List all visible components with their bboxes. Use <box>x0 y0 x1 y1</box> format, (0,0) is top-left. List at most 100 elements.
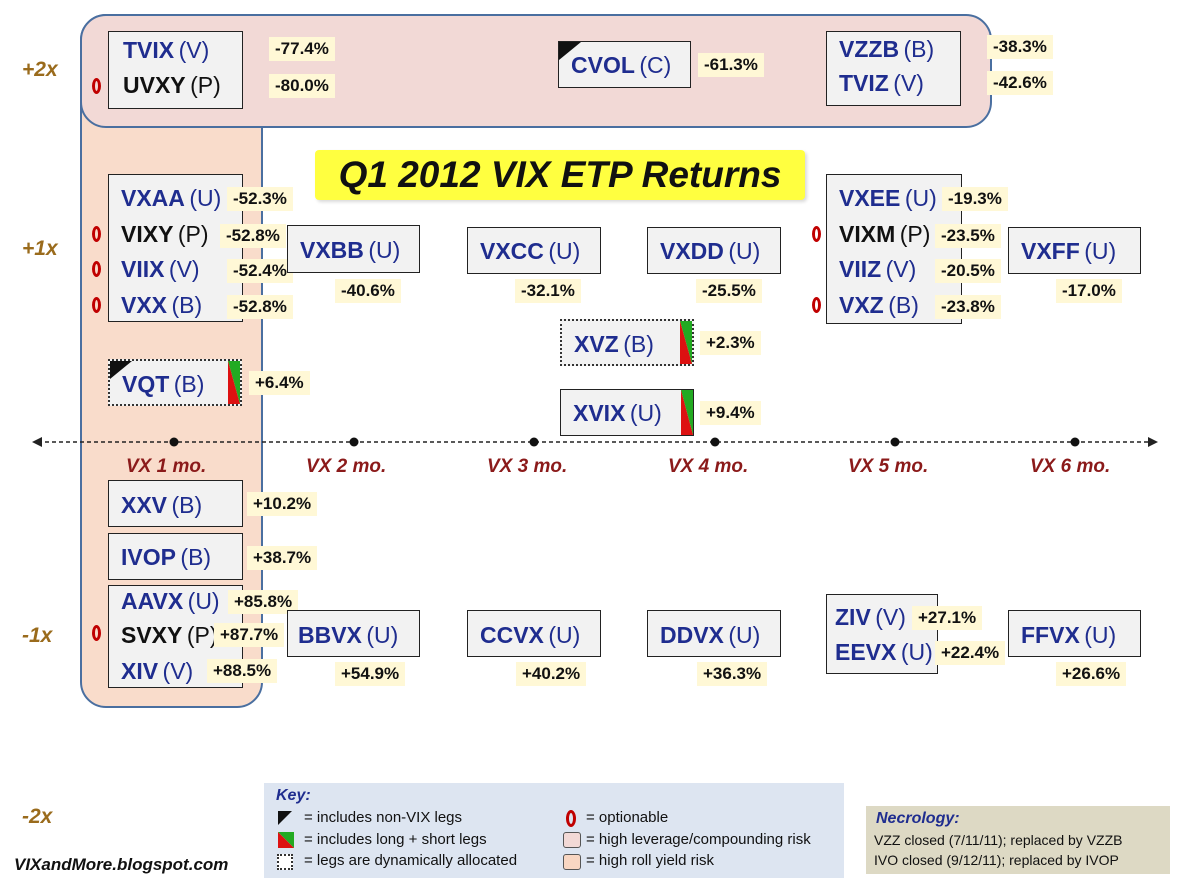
optionable-icon <box>566 810 576 827</box>
product-box-cvol: CVOL (C) <box>558 41 691 88</box>
class-label: (U) <box>1084 622 1117 648</box>
ticker: XXV <box>121 492 168 518</box>
return-value: -52.8% <box>227 295 293 319</box>
long-short-legs-icon <box>278 832 294 848</box>
product-box-xvix: XVIX (U) <box>560 389 694 436</box>
key-optionable-text: = optionable <box>586 809 669 826</box>
return-value: -80.0% <box>269 74 335 98</box>
product-box-vxdd: VXDD (U) <box>647 227 781 274</box>
term-structure-axis <box>32 437 1158 447</box>
product-box-bbvx: BBVX (U) <box>287 610 420 657</box>
class-label: (B) <box>888 292 919 318</box>
ticker: VXFF <box>1021 238 1080 264</box>
axis-tick-dot <box>710 437 720 447</box>
ticker: BBVX <box>298 622 362 648</box>
long-short-legs-icon <box>228 361 240 404</box>
axis-tick-dot <box>169 437 179 447</box>
class-label: (U) <box>548 622 581 648</box>
optionable-icon <box>92 625 101 641</box>
return-value: +6.4% <box>249 371 310 395</box>
axis-tick-dot <box>349 437 359 447</box>
ticker: XIV <box>121 658 159 684</box>
return-value: -19.3% <box>942 187 1008 211</box>
ticker: VIIZ <box>839 256 882 282</box>
return-value: -61.3% <box>698 53 764 77</box>
axis-tick-dot <box>529 437 539 447</box>
key-roll-yield-text: = high roll yield risk <box>586 852 714 869</box>
product-box-ffvx: FFVX (U) <box>1008 610 1141 657</box>
axis-label: VX 6 mo. <box>1030 456 1111 477</box>
axis-label: VX 2 mo. <box>306 456 387 477</box>
product-box-xvz: XVZ (B) <box>560 319 694 366</box>
class-label: (U) <box>1084 238 1117 264</box>
class-label: (B) <box>171 292 203 318</box>
return-value: -38.3% <box>987 35 1053 59</box>
product-box-xxv: XXV (B) <box>108 480 243 527</box>
key-long-short-text: = includes long + short legs <box>304 831 487 848</box>
return-value: -52.8% <box>220 224 286 248</box>
return-value: -20.5% <box>935 259 1001 283</box>
page-title: Q1 2012 VIX ETP Returns <box>315 150 805 200</box>
leverage-risk-swatch <box>563 832 581 848</box>
necrology-line: VZZ closed (7/11/11); replaced by VZZB <box>874 832 1123 848</box>
optionable-icon <box>812 297 821 313</box>
class-label: (B) <box>623 331 654 357</box>
return-value: +85.8% <box>228 590 299 614</box>
ticker: TVIZ <box>839 70 889 96</box>
ticker: IVOP <box>121 544 176 570</box>
return-value: +88.5% <box>207 659 278 683</box>
return-value: -77.4% <box>269 37 335 61</box>
key-legend: Key: = includes non-VIX legs = includes … <box>264 783 844 878</box>
product-box-ivop: IVOP (B) <box>108 533 243 580</box>
ticker: CVOL <box>571 52 635 78</box>
ticker: VZZB <box>839 36 900 62</box>
return-value: +36.3% <box>697 662 768 686</box>
optionable-icon <box>92 297 101 313</box>
leverage-label-plus-1x: +1x <box>22 237 58 260</box>
necrology-line: IVO closed (9/12/11); replaced by IVOP <box>874 852 1119 868</box>
return-value: -52.3% <box>227 187 293 211</box>
leverage-label-minus-2x: -2x <box>22 805 53 828</box>
class-label: (U) <box>629 400 662 426</box>
key-leverage-text: = high leverage/compounding risk <box>586 831 811 848</box>
ticker: XVZ <box>574 331 619 357</box>
axis-tick-dot <box>890 437 900 447</box>
necrology-title: Necrology: <box>876 810 960 827</box>
class-label: (B) <box>180 544 212 570</box>
class-label: (V) <box>178 37 210 63</box>
class-label: (V) <box>875 604 906 630</box>
return-value: -32.1% <box>515 279 581 303</box>
ticker: SVXY <box>121 622 183 648</box>
ticker: FFVX <box>1021 622 1080 648</box>
ticker: VXBB <box>300 237 364 263</box>
class-label: (P) <box>190 72 221 98</box>
optionable-icon <box>92 78 101 94</box>
return-value: -52.4% <box>227 259 293 283</box>
product-box-ddvx: DDVX (U) <box>647 610 781 657</box>
axis-tick-dot <box>1070 437 1080 447</box>
return-value: +2.3% <box>700 331 761 355</box>
ticker: VXAA <box>121 185 185 211</box>
class-label: (U) <box>904 185 937 211</box>
class-label: (V) <box>168 256 200 282</box>
return-value: +26.6% <box>1056 662 1127 686</box>
return-value: -23.8% <box>935 295 1001 319</box>
product-box-vzzb-tviz: VZZB (B) TVIZ (V) <box>826 31 961 106</box>
leverage-label-plus-2x: +2x <box>22 58 58 81</box>
optionable-icon <box>812 226 821 242</box>
ticker: VIXM <box>839 221 896 247</box>
product-box-vqt: VQT (B) <box>108 359 242 406</box>
return-value: +27.1% <box>912 606 983 630</box>
class-label: (P) <box>186 622 218 648</box>
axis-label: VX 5 mo. <box>848 456 929 477</box>
axis-label: VX 1 mo. <box>126 456 207 477</box>
key-title: Key: <box>276 787 311 804</box>
necrology-box: Necrology: VZZ closed (7/11/11); replace… <box>866 806 1170 874</box>
return-value: +40.2% <box>516 662 587 686</box>
return-value: +38.7% <box>247 546 318 570</box>
return-value: +10.2% <box>247 492 318 516</box>
return-value: +22.4% <box>935 641 1006 665</box>
class-label: (U) <box>187 588 220 614</box>
product-box-vxbb: VXBB (U) <box>287 225 420 273</box>
axis-label: VX 4 mo. <box>668 456 749 477</box>
